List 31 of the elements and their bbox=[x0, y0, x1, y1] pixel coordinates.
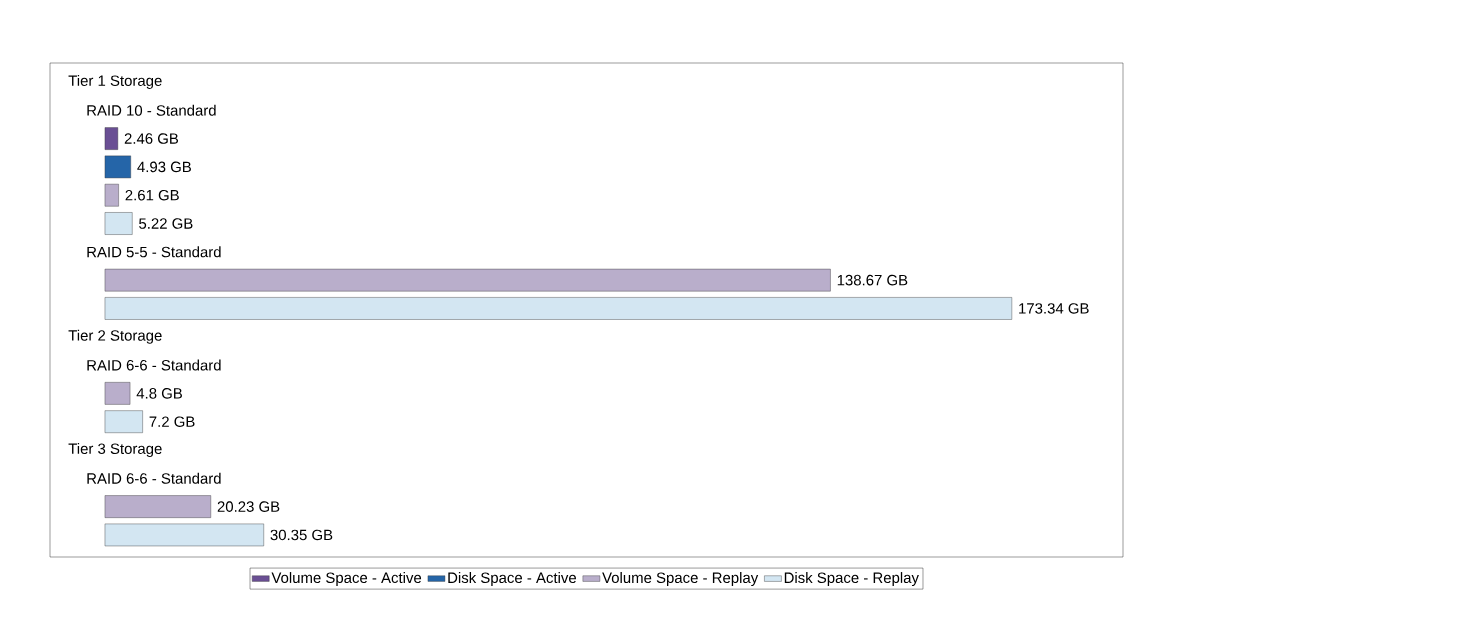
data-label: 4.93 GB bbox=[137, 161, 191, 173]
y-tick-label: Tier 1 Storage bbox=[68, 75, 162, 89]
data-label: 30.35 GB bbox=[270, 529, 333, 541]
bar bbox=[104, 495, 211, 518]
data-label: 173.34 GB bbox=[1019, 303, 1089, 314]
data-label: 7.2 GB bbox=[149, 416, 195, 427]
data-label: 4.8 GB bbox=[136, 388, 182, 399]
y-tick-label: Tier 3 Storage bbox=[68, 443, 162, 457]
legend-label: Disk Space - Replay bbox=[784, 572, 919, 586]
y-tick-label: RAID 6-6 - Standard bbox=[87, 359, 221, 371]
bar bbox=[104, 382, 131, 405]
y-tick-label: RAID 5-5 - Standard bbox=[87, 246, 221, 258]
legend-label: Volume Space - Replay bbox=[602, 572, 759, 586]
data-label: 20.23 GB bbox=[217, 501, 280, 512]
y-tick-label: RAID 6-6 - Standard bbox=[87, 472, 221, 484]
bar bbox=[104, 183, 119, 207]
data-label: 5.22 GB bbox=[139, 218, 193, 229]
y-tick-label: RAID 10 - Standard bbox=[87, 104, 216, 116]
y-tick-label: Tier 2 Storage bbox=[68, 329, 162, 344]
data-label: 2.61 GB bbox=[125, 189, 179, 201]
bar bbox=[104, 268, 831, 292]
bar bbox=[104, 523, 264, 547]
legend-label: Disk Space - Active bbox=[448, 572, 576, 586]
bar bbox=[104, 212, 133, 235]
data-label: 138.67 GB bbox=[837, 274, 908, 286]
data-label: 2.46 GB bbox=[124, 133, 179, 144]
bar bbox=[104, 127, 119, 150]
bar bbox=[104, 155, 131, 179]
legend-label: Volume Space - Active bbox=[271, 572, 422, 586]
bar bbox=[104, 297, 1013, 320]
bar bbox=[104, 410, 143, 433]
